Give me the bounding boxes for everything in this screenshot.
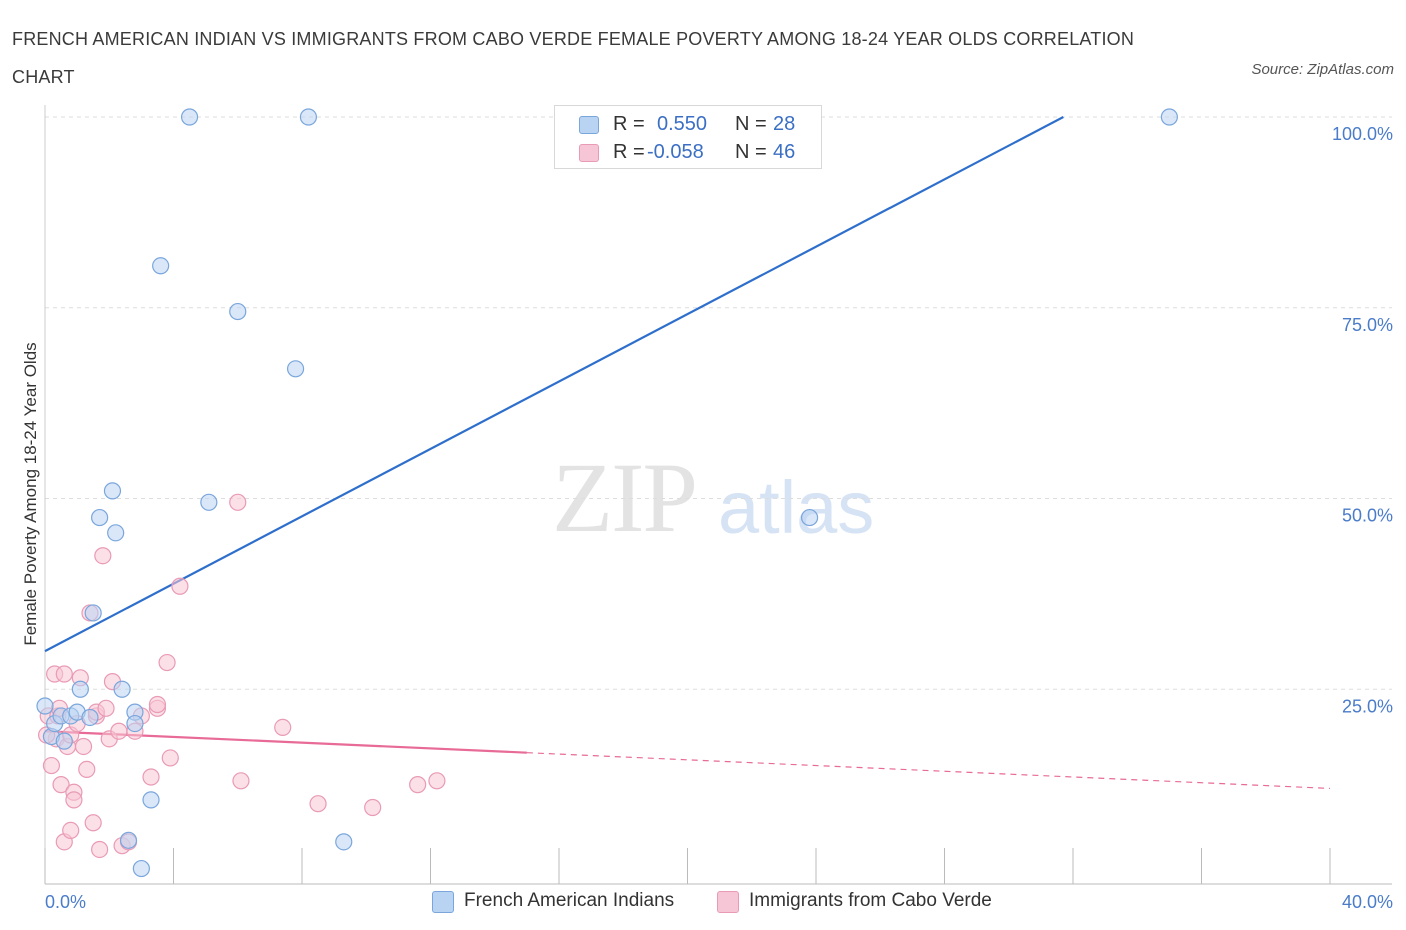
data-point-french-american-indians <box>113 680 131 698</box>
data-point-cabo-verde <box>78 760 96 778</box>
data-point-cabo-verde <box>91 840 109 859</box>
data-point-french-american-indians <box>299 108 318 126</box>
data-point-french-american-indians <box>335 833 353 851</box>
data-point-cabo-verde <box>42 756 61 775</box>
data-point-cabo-verde <box>55 665 73 683</box>
data-point-french-american-indians <box>55 732 73 750</box>
correlation-legend: R = 0.550 N = 28 R = -0.058 N = 46 <box>554 105 822 169</box>
chart-title: FRENCH AMERICAN INDIAN VS IMMIGRANTS FRO… <box>12 29 1135 87</box>
data-point-cabo-verde <box>158 653 176 672</box>
legend-row-french-american-indians: R = 0.550 N = 28 <box>555 111 821 139</box>
data-point-french-american-indians <box>132 859 150 878</box>
legend-swatch-blue <box>579 116 599 134</box>
data-point-french-american-indians <box>800 508 819 527</box>
data-point-cabo-verde <box>232 772 250 790</box>
legend-swatch-pink <box>717 891 739 913</box>
y-tick-label: 25.0% <box>1342 696 1393 716</box>
legend-r-value-pink: -0.058 <box>647 141 704 163</box>
data-point-cabo-verde <box>142 768 160 786</box>
data-point-cabo-verde <box>110 722 128 740</box>
trend-line-cabo-verde-extension <box>526 752 1331 790</box>
watermark-zip: ZIP <box>552 442 698 553</box>
data-point-french-american-indians <box>71 680 89 698</box>
data-point-french-american-indians <box>103 482 122 500</box>
source-label: Source: ZipAtlas.com <box>1251 61 1394 78</box>
data-point-cabo-verde <box>161 749 179 767</box>
legend-r-value-blue: 0.550 <box>657 113 708 135</box>
data-point-cabo-verde <box>65 791 83 809</box>
data-point-cabo-verde <box>409 776 427 794</box>
watermark-atlas: atlas <box>718 466 875 549</box>
data-point-cabo-verde <box>428 772 446 790</box>
data-point-french-american-indians <box>152 257 170 275</box>
data-point-cabo-verde <box>274 718 292 737</box>
data-point-cabo-verde <box>309 795 327 813</box>
data-point-french-american-indians <box>36 697 54 715</box>
y-tick-label: 50.0% <box>1342 506 1393 526</box>
legend-r-label: R = <box>613 141 645 163</box>
data-point-french-american-indians <box>180 108 199 126</box>
data-point-french-american-indians <box>91 508 109 527</box>
data-point-french-american-indians <box>142 791 160 809</box>
legend-n-value-blue: 28 <box>773 113 796 135</box>
data-point-french-american-indians <box>84 604 102 622</box>
legend-swatch-pink <box>579 144 599 162</box>
x-tick-label-max: 40.0% <box>1342 892 1393 912</box>
data-point-french-american-indians <box>107 524 125 542</box>
y-tick-label: 100.0% <box>1332 124 1393 144</box>
x-tick-label-min: 0.0% <box>45 892 86 912</box>
data-point-cabo-verde <box>364 798 382 817</box>
series-french-american-indians-points <box>36 108 1178 878</box>
data-point-cabo-verde <box>148 695 167 714</box>
trend-lines <box>44 116 1331 790</box>
data-point-french-american-indians <box>126 714 144 733</box>
data-point-french-american-indians <box>1160 108 1178 126</box>
axes <box>44 105 1392 885</box>
legend-label-french-american-indians: French American Indians <box>464 890 675 911</box>
trend-line-french-american-indians <box>44 116 1064 653</box>
data-point-cabo-verde <box>94 547 112 565</box>
legend-swatch-blue <box>432 891 454 913</box>
data-point-cabo-verde <box>229 493 247 511</box>
legend-r-label: R = <box>613 113 645 135</box>
legend-n-label: N = <box>735 141 767 163</box>
data-point-cabo-verde <box>84 814 102 832</box>
data-point-cabo-verde <box>97 699 115 717</box>
data-point-french-american-indians <box>200 493 218 511</box>
legend-n-label: N = <box>735 113 767 135</box>
data-point-cabo-verde <box>171 577 189 595</box>
data-point-cabo-verde <box>52 776 70 794</box>
data-point-french-american-indians <box>286 360 305 378</box>
gridlines <box>45 116 1392 690</box>
tick-labels: 25.0% 50.0% 75.0% 100.0% 0.0% 40.0% <box>45 124 1393 912</box>
y-tick-label: 75.0% <box>1342 315 1393 335</box>
legend-row-cabo-verde: R = -0.058 N = 46 <box>555 139 821 167</box>
data-point-french-american-indians <box>229 302 247 321</box>
y-axis-label: Female Poverty Among 18-24 Year Olds <box>21 342 40 645</box>
data-point-french-american-indians <box>119 831 138 849</box>
data-point-cabo-verde <box>74 737 93 756</box>
data-point-french-american-indians <box>81 708 99 727</box>
legend-n-value-pink: 46 <box>773 141 796 163</box>
legend-label-cabo-verde: Immigrants from Cabo Verde <box>749 890 992 911</box>
data-point-cabo-verde <box>62 821 80 840</box>
